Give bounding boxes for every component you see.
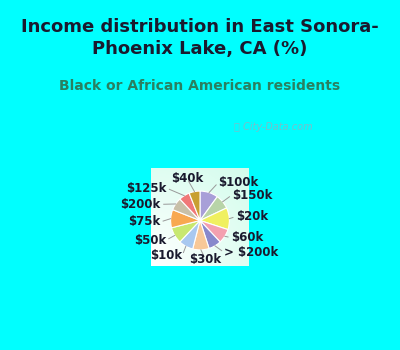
Text: ⓘ City-Data.com: ⓘ City-Data.com xyxy=(234,122,313,132)
Text: $20k: $20k xyxy=(236,210,268,223)
Wedge shape xyxy=(171,210,200,228)
Wedge shape xyxy=(180,193,200,220)
Wedge shape xyxy=(200,220,228,242)
Text: Income distribution in East Sonora-
Phoenix Lake, CA (%): Income distribution in East Sonora- Phoe… xyxy=(21,18,379,58)
Wedge shape xyxy=(180,220,200,249)
Wedge shape xyxy=(172,220,200,242)
Text: $40k: $40k xyxy=(171,172,203,186)
Wedge shape xyxy=(200,220,220,248)
Text: $125k: $125k xyxy=(126,182,167,195)
Wedge shape xyxy=(189,191,200,220)
Text: $150k: $150k xyxy=(232,189,272,202)
Text: $30k: $30k xyxy=(189,253,222,266)
Text: $100k: $100k xyxy=(218,176,258,189)
Text: $50k: $50k xyxy=(134,233,166,247)
Text: Black or African American residents: Black or African American residents xyxy=(60,79,340,93)
Text: $60k: $60k xyxy=(231,231,263,244)
Wedge shape xyxy=(200,197,227,220)
Wedge shape xyxy=(200,191,217,220)
Wedge shape xyxy=(200,208,229,230)
Wedge shape xyxy=(173,199,200,220)
Text: > $200k: > $200k xyxy=(224,246,278,259)
Text: $200k: $200k xyxy=(120,198,161,211)
Text: $10k: $10k xyxy=(150,249,182,262)
Text: $75k: $75k xyxy=(128,216,160,229)
Wedge shape xyxy=(193,220,209,250)
